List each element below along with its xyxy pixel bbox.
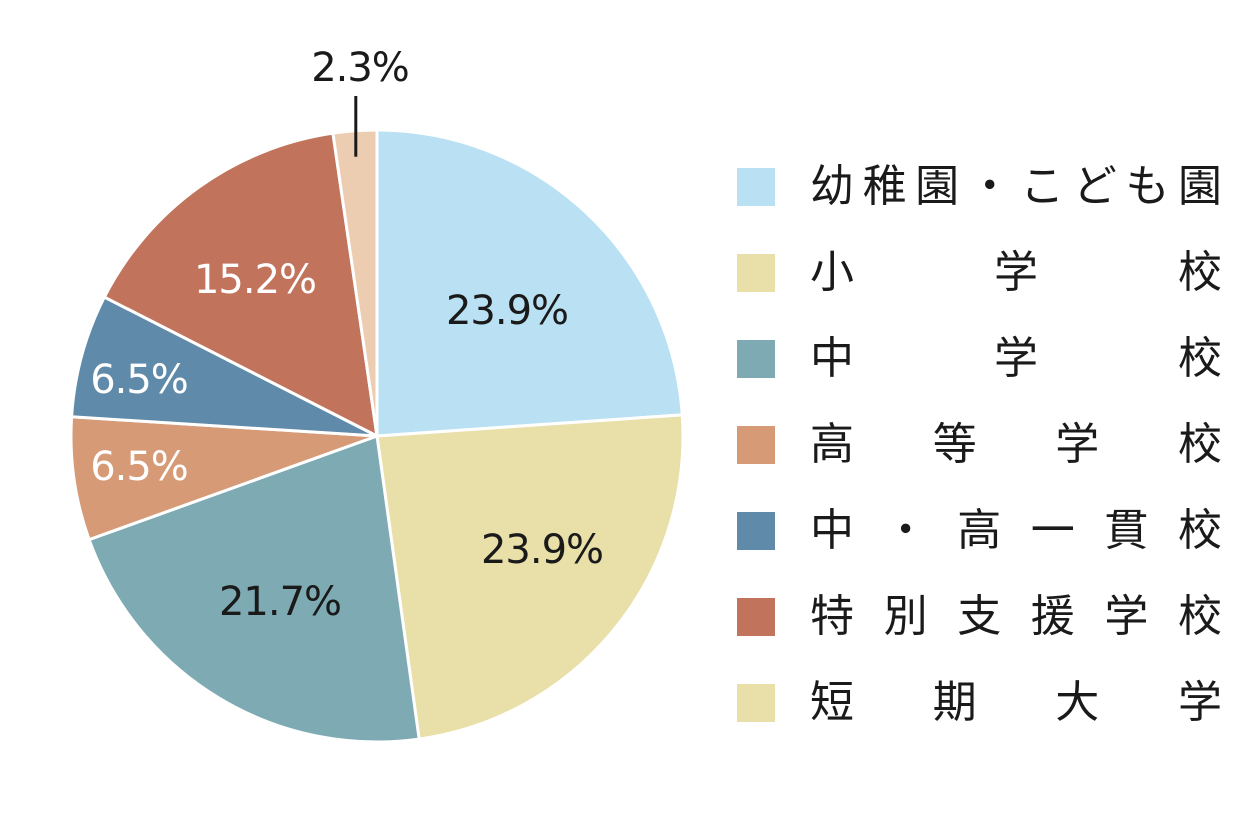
legend-label: 小学校 (810, 247, 1222, 298)
legend-label: 高等学校 (810, 419, 1222, 470)
legend-label: 幼稚園・こども園 (810, 161, 1222, 212)
legend-item: 幼稚園・こども園 (737, 161, 1222, 212)
pie-slice-2 (375, 413, 685, 741)
legend-item: 中・高一貫校 (737, 505, 1222, 556)
legend: 幼稚園・こども園小学校中学校高等学校中・高一貫校特別支援学校短期大学 (737, 161, 1222, 728)
legend-swatch (737, 254, 775, 292)
pie-slice-1 (375, 128, 684, 438)
legend-label: 特別支援学校 (810, 591, 1222, 642)
legend-swatch (737, 684, 775, 722)
legend-item: 高等学校 (737, 419, 1222, 470)
legend-label: 中・高一貫校 (810, 505, 1222, 556)
pie-value-labels: 23.9% 23.9% 21.7% 6.5% 6.5% 15.2% 2.3% (90, 45, 604, 625)
legend-swatch (737, 512, 775, 550)
slice-value-label-2: 23.9% (481, 527, 603, 573)
pie-slices (69, 128, 685, 744)
pie-slice-3 (87, 434, 421, 744)
legend-item: 短期大学 (737, 677, 1222, 728)
legend-swatch (737, 340, 775, 378)
pie-slice-5 (70, 295, 379, 438)
legend-swatch (737, 168, 775, 206)
legend-label: 中学校 (810, 333, 1222, 384)
pie-slice-6 (102, 131, 379, 438)
slice-value-label-1: 23.9% (446, 288, 568, 334)
legend-item: 特別支援学校 (737, 591, 1222, 642)
slice-value-label-6: 15.2% (194, 257, 316, 303)
legend-swatch (737, 598, 775, 636)
legend-item: 小学校 (737, 247, 1222, 298)
legend-label: 短期大学 (810, 677, 1222, 728)
legend-swatch (737, 426, 775, 464)
slice-value-label-4: 6.5% (90, 444, 188, 490)
slice-value-label-5: 6.5% (90, 357, 188, 403)
legend-item: 中学校 (737, 333, 1222, 384)
slice-value-label-7: 2.3% (311, 45, 409, 91)
pie-slice-4 (69, 415, 379, 542)
slice-value-label-3: 21.7% (219, 579, 341, 625)
